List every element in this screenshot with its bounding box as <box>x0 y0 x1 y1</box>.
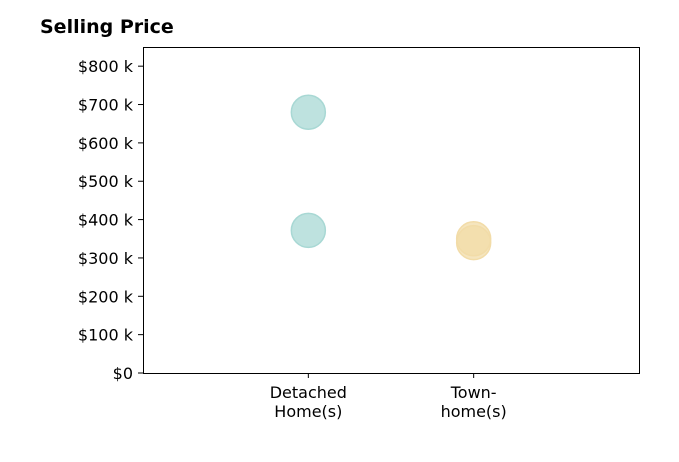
y-axis: $0 $100 k $200 k $300 k $400 k $500 k $600 k $7… <box>78 57 143 383</box>
y-tick-label: $400 k <box>78 211 134 230</box>
y-tick-label: $600 k <box>78 134 134 153</box>
data-point <box>455 224 492 261</box>
data-point <box>290 212 327 249</box>
y-tick-label: $800 k <box>78 57 134 76</box>
y-tick-label: $700 k <box>78 96 134 115</box>
data-point <box>290 94 327 130</box>
x-tick-label: Detached Home(s) <box>270 383 347 421</box>
x-tick-label: Town-home(s) <box>441 383 507 421</box>
data-points <box>290 94 492 261</box>
y-tick-label: $500 k <box>78 172 134 191</box>
y-tick-label: $300 k <box>78 249 134 268</box>
y-tick-label: $0 <box>113 364 133 383</box>
y-tick-label: $200 k <box>78 287 134 306</box>
x-axis: Detached Home(s) Town-home(s) <box>270 373 507 421</box>
chart-title: Selling Price <box>40 16 174 38</box>
plot-frame <box>143 47 640 374</box>
y-tick-label: $100 k <box>78 326 134 345</box>
